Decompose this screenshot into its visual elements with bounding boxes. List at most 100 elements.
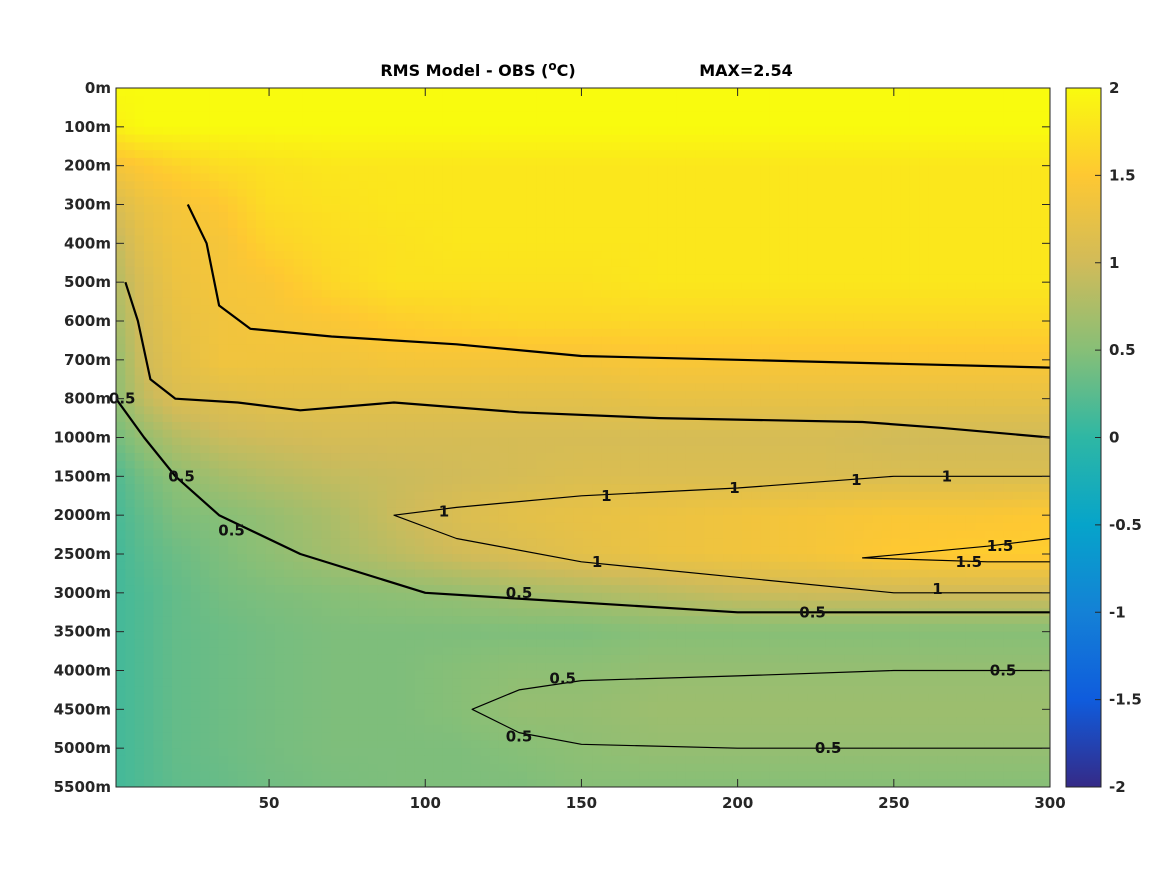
heatmap-cell [704,352,715,361]
heatmap-cell [172,150,182,159]
heatmap-cell [284,305,295,314]
heatmap-cell [396,274,407,283]
heatmap-cell [741,375,752,384]
heatmap-cell [424,251,435,260]
heatmap-cell [928,220,939,229]
heatmap-cell [853,398,864,408]
heatmap-cell [909,367,920,376]
heatmap-cell [928,305,939,314]
heatmap-cell [396,181,407,190]
heatmap-cell [965,227,976,237]
heatmap-cell [900,390,911,400]
heatmap-cell [246,165,257,175]
heatmap-cell [713,429,724,439]
heatmap-cell [433,297,444,307]
heatmap-cell [433,204,444,213]
heatmap-cell [545,142,556,151]
heatmap-cell [246,359,257,369]
heatmap-cell [797,126,808,136]
heatmap-cell [302,173,313,182]
heatmap-cell [583,313,593,322]
heatmap-cell [452,429,463,439]
heatmap-cell [891,390,902,400]
heatmap-cell [975,383,986,392]
heatmap-cell [993,328,1004,338]
heatmap-cell [312,95,323,105]
heatmap-cell [685,126,696,136]
heatmap-cell [498,204,509,213]
heatmap-cell [975,274,986,283]
heatmap-cell [723,429,734,439]
heatmap-cell [172,414,182,423]
heatmap-cell [685,227,696,237]
heatmap-cell [116,328,126,338]
heatmap-cell [424,437,435,446]
heatmap-cell [218,204,229,213]
heatmap-cell [993,437,1004,446]
heatmap-cell [554,188,565,198]
heatmap-cell [517,227,528,237]
heatmap-cell [928,126,939,136]
heatmap-cell [685,359,696,369]
heatmap-cell [881,429,892,439]
heatmap-cell [134,282,145,291]
heatmap-cell [928,258,939,268]
heatmap-cell [853,468,864,477]
heatmap-cell [779,289,790,299]
heatmap-cell [405,266,416,275]
heatmap-cell [751,336,762,345]
heatmap-cell [312,188,323,198]
heatmap-cell [667,305,677,314]
heatmap-cell [330,313,341,322]
heatmap-cell [639,157,649,167]
heatmap-cell [704,103,715,112]
heatmap-cell [760,119,771,128]
heatmap-cell [144,251,154,260]
heatmap-cell [853,321,864,330]
heatmap-cell [228,437,239,446]
heatmap-cell [190,126,201,136]
heatmap-cell [209,305,220,314]
heatmap-cell [116,282,126,291]
heatmap-cell [349,150,360,159]
heatmap-cell [1040,429,1050,439]
heatmap-cell [844,460,855,470]
heatmap-cell [293,88,304,97]
heatmap-cell [452,406,463,415]
heatmap-cell [237,150,248,159]
heatmap-cell [564,181,575,190]
heatmap-cell [583,227,593,237]
heatmap-cell [657,243,668,252]
heatmap-cell [881,188,892,198]
heatmap-cell [256,274,267,283]
heatmap-cell [611,126,621,136]
heatmap-cell [937,227,948,237]
heatmap-cell [863,321,874,330]
heatmap-cell [928,429,939,439]
heatmap-cell [237,445,248,454]
heatmap-cell [853,220,864,229]
heatmap-cell [583,220,593,229]
heatmap-cell [797,406,808,415]
heatmap-cell [265,406,276,415]
heatmap-cell [928,235,939,244]
heatmap-cell [386,313,397,322]
heatmap-cell [975,289,986,299]
heatmap-cell [452,344,463,353]
heatmap-cell [377,352,388,361]
heatmap-cell [611,88,621,97]
heatmap-cell [526,235,537,244]
heatmap-cell [480,383,491,392]
heatmap-cell [863,165,874,175]
heatmap-cell [237,359,248,369]
heatmap-cell [872,414,883,423]
heatmap-cell [377,188,388,198]
heatmap-cell [358,274,369,283]
heatmap-cell [592,173,603,182]
heatmap-cell [993,134,1004,143]
heatmap-cell [433,150,444,159]
heatmap-cell [172,321,182,330]
heatmap-cell [853,421,864,431]
heatmap-cell [751,406,762,415]
heatmap-cell [265,421,276,431]
